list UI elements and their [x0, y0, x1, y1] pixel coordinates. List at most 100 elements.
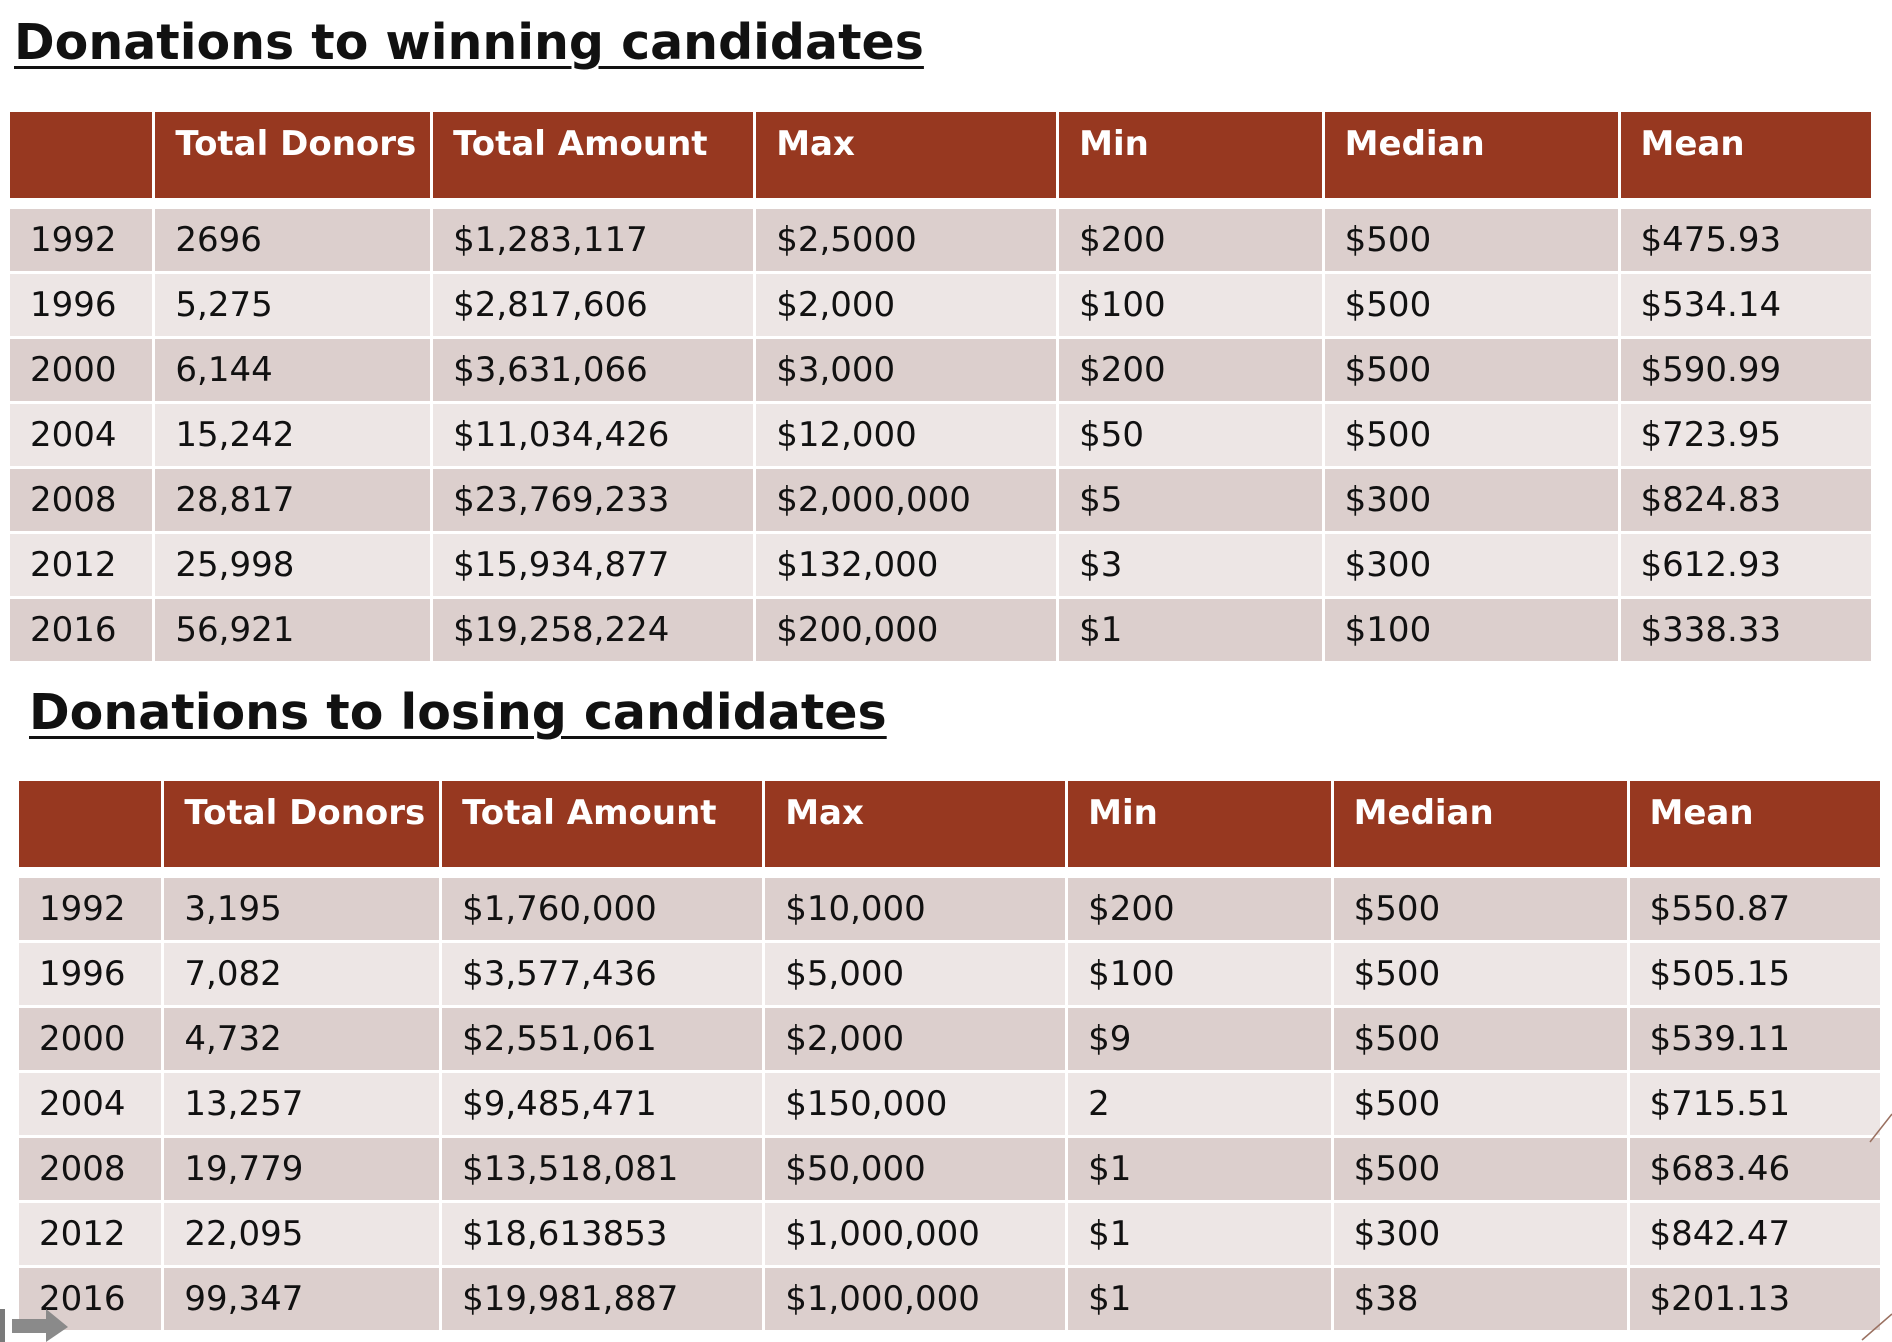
cell-min: $200: [1068, 878, 1331, 940]
header-cell-year: [10, 112, 153, 206]
table-row: 1992 2696 $1,283,117 $2,5000 $200 $500 $475.93: [10, 209, 1871, 271]
cell-total-donors: 7,082: [164, 943, 440, 1005]
losing-donations-table: Total Donors Total Amount Max Min Median…: [16, 778, 1883, 1333]
cell-mean: $550.87: [1629, 878, 1880, 940]
cell-mean: $475.93: [1620, 209, 1871, 271]
cell-min: 2: [1068, 1073, 1331, 1135]
cell-max: $132,000: [756, 534, 1057, 596]
cell-mean: $612.93: [1620, 534, 1871, 596]
cell-total-donors: 15,242: [155, 404, 431, 466]
cell-year: 2012: [19, 1203, 162, 1265]
table-row: 1996 5,275 $2,817,606 $2,000 $100 $500 $534.14: [10, 274, 1871, 336]
cell-year: 2012: [10, 534, 153, 596]
cell-total-amount: $2,551,061: [442, 1008, 763, 1070]
cell-median: $500: [1333, 943, 1627, 1005]
header-cell-median: Median: [1333, 781, 1627, 875]
cell-median: $500: [1324, 339, 1618, 401]
cell-year: 2016: [10, 599, 153, 661]
cell-mean: $505.15: [1629, 943, 1880, 1005]
cell-total-donors: 3,195: [164, 878, 440, 940]
table-row: 2012 25,998 $15,934,877 $132,000 $3 $300 $612.…: [10, 534, 1871, 596]
cell-median: $500: [1333, 878, 1627, 940]
cell-median: $300: [1324, 469, 1618, 531]
cell-year: 2000: [10, 339, 153, 401]
cell-min: $9: [1068, 1008, 1331, 1070]
header-cell-total-amount: Total Amount: [433, 112, 754, 206]
cell-min: $100: [1059, 274, 1322, 336]
cell-total-amount: $18,613853: [442, 1203, 763, 1265]
next-slide-arrow-icon[interactable]: [0, 1305, 70, 1342]
table-row: 1992 3,195 $1,760,000 $10,000 $200 $500 $550.8…: [19, 878, 1880, 940]
cell-min: $1: [1068, 1203, 1331, 1265]
cell-max: $1,000,000: [765, 1203, 1066, 1265]
cell-total-amount: $9,485,471: [442, 1073, 763, 1135]
table-row: 2000 6,144 $3,631,066 $3,000 $200 $500 $590.99: [10, 339, 1871, 401]
table-row: 2008 28,817 $23,769,233 $2,000,000 $5 $300 $82…: [10, 469, 1871, 531]
table-row: 2004 13,257 $9,485,471 $150,000 2 $500 $715.51: [19, 1073, 1880, 1135]
cell-median: $300: [1333, 1203, 1627, 1265]
cell-total-donors: 99,347: [164, 1268, 440, 1330]
winning-donations-table: Total Donors Total Amount Max Min Median…: [7, 109, 1874, 664]
cell-total-amount: $23,769,233: [433, 469, 754, 531]
cell-mean: $715.51: [1629, 1073, 1880, 1135]
cell-mean: $824.83: [1620, 469, 1871, 531]
decorative-line: [1861, 1113, 1892, 1341]
cell-year: 1992: [10, 209, 153, 271]
table-row: 2000 4,732 $2,551,061 $2,000 $9 $500 $539.11: [19, 1008, 1880, 1070]
cell-max: $200,000: [756, 599, 1057, 661]
cell-mean: $683.46: [1629, 1138, 1880, 1200]
cell-max: $2,5000: [756, 209, 1057, 271]
table-row: 2016 99,347 $19,981,887 $1,000,000 $1 $38 $201…: [19, 1268, 1880, 1330]
cell-total-donors: 19,779: [164, 1138, 440, 1200]
header-cell-total-donors: Total Donors: [155, 112, 431, 206]
cell-total-donors: 25,998: [155, 534, 431, 596]
table-row: 1996 7,082 $3,577,436 $5,000 $100 $500 $505.15: [19, 943, 1880, 1005]
header-cell-max: Max: [756, 112, 1057, 206]
cell-year: 1992: [19, 878, 162, 940]
header-cell-year: [19, 781, 162, 875]
cell-median: $500: [1333, 1138, 1627, 1200]
cell-median: $500: [1333, 1008, 1627, 1070]
cell-max: $50,000: [765, 1138, 1066, 1200]
cell-mean: $590.99: [1620, 339, 1871, 401]
cell-mean: $534.14: [1620, 274, 1871, 336]
cell-min: $1: [1059, 599, 1322, 661]
cell-total-amount: $19,981,887: [442, 1268, 763, 1330]
cell-median: $300: [1324, 534, 1618, 596]
cell-min: $100: [1068, 943, 1331, 1005]
cell-mean: $723.95: [1620, 404, 1871, 466]
cell-year: 1996: [19, 943, 162, 1005]
cell-max: $2,000: [765, 1008, 1066, 1070]
cell-min: $1: [1068, 1138, 1331, 1200]
cell-median: $500: [1324, 274, 1618, 336]
cell-max: $150,000: [765, 1073, 1066, 1135]
cell-mean: $338.33: [1620, 599, 1871, 661]
cell-year: 2008: [19, 1138, 162, 1200]
cell-median: $100: [1324, 599, 1618, 661]
winning-section-title: Donations to winning candidates: [14, 14, 924, 71]
cell-total-amount: $3,577,436: [442, 943, 763, 1005]
header-cell-mean: Mean: [1620, 112, 1871, 206]
cell-total-donors: 13,257: [164, 1073, 440, 1135]
cell-max: $1,000,000: [765, 1268, 1066, 1330]
cell-total-donors: 28,817: [155, 469, 431, 531]
cell-total-amount: $1,283,117: [433, 209, 754, 271]
cell-total-donors: 22,095: [164, 1203, 440, 1265]
cell-median: $500: [1333, 1073, 1627, 1135]
cell-min: $3: [1059, 534, 1322, 596]
cell-min: $1: [1068, 1268, 1331, 1330]
header-cell-total-donors: Total Donors: [164, 781, 440, 875]
cell-total-amount: $19,258,224: [433, 599, 754, 661]
header-cell-min: Min: [1068, 781, 1331, 875]
losing-section-title: Donations to losing candidates: [29, 684, 887, 741]
cell-total-amount: $3,631,066: [433, 339, 754, 401]
table-row: 2016 56,921 $19,258,224 $200,000 $1 $100 $338.…: [10, 599, 1871, 661]
cell-total-amount: $15,934,877: [433, 534, 754, 596]
cell-mean: $842.47: [1629, 1203, 1880, 1265]
table-row: 2004 15,242 $11,034,426 $12,000 $50 $500 $723.…: [10, 404, 1871, 466]
cell-min: $200: [1059, 209, 1322, 271]
header-cell-min: Min: [1059, 112, 1322, 206]
table-row: 2012 22,095 $18,613853 $1,000,000 $1 $300 $842…: [19, 1203, 1880, 1265]
cell-year: 2008: [10, 469, 153, 531]
header-cell-max: Max: [765, 781, 1066, 875]
